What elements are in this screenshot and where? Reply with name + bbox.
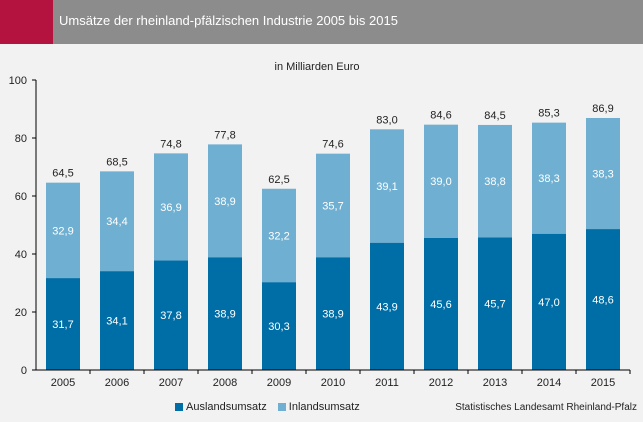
x-tick-label: 2009 xyxy=(267,377,291,389)
bar-inlandsumsatz xyxy=(424,124,458,238)
bar-auslandsumsatz xyxy=(46,278,80,370)
data-label-auslandsumsatz: 38,9 xyxy=(214,309,235,321)
data-label-total: 85,3 xyxy=(538,108,559,120)
chart-legend: Auslandsumsatz Inlandsumsatz xyxy=(175,401,368,414)
bar-inlandsumsatz xyxy=(154,153,188,261)
legend-item-inlandsumsatz: Inlandsumsatz xyxy=(277,401,360,413)
y-tick-label: 60 xyxy=(15,191,27,203)
data-label-total: 62,5 xyxy=(268,174,289,186)
data-label-auslandsumsatz: 43,9 xyxy=(376,301,397,313)
data-label-auslandsumsatz: 34,1 xyxy=(106,316,127,328)
source-note: Statistisches Landesamt Rheinland-Pfalz xyxy=(455,402,637,413)
data-label-inlandsumsatz: 32,9 xyxy=(52,225,73,237)
data-label-total: 68,5 xyxy=(106,156,127,168)
chart-subtitle: in Milliarden Euro xyxy=(275,61,360,73)
bar-auslandsumsatz xyxy=(262,282,296,370)
y-tick-label: 80 xyxy=(15,133,27,145)
legend-swatch-inlandsumsatz xyxy=(277,403,286,411)
y-tick-label: 0 xyxy=(21,365,27,377)
x-tick-label: 2014 xyxy=(537,377,561,389)
bar-auslandsumsatz xyxy=(100,271,134,370)
x-tick-label: 2010 xyxy=(321,377,345,389)
y-tick-label: 20 xyxy=(15,307,27,319)
bar-auslandsumsatz xyxy=(370,242,404,370)
bar-inlandsumsatz xyxy=(532,122,566,234)
data-label-inlandsumsatz: 35,7 xyxy=(322,200,343,212)
bar-auslandsumsatz xyxy=(316,257,350,370)
data-label-inlandsumsatz: 39,1 xyxy=(376,181,397,193)
bar-auslandsumsatz xyxy=(532,233,566,370)
y-tick-label: 40 xyxy=(15,249,27,261)
x-tick-label: 2006 xyxy=(105,377,129,389)
data-label-auslandsumsatz: 38,9 xyxy=(322,309,343,321)
data-label-total: 86,9 xyxy=(592,103,613,115)
data-label-auslandsumsatz: 30,3 xyxy=(268,321,289,333)
stacked-bar-chart: in Milliarden Euro 0 20 40 60 80 100 31,7 32,9 64… xyxy=(9,61,631,389)
data-label-inlandsumsatz: 36,9 xyxy=(160,202,181,214)
y-tick-label: 100 xyxy=(9,75,27,87)
data-label-inlandsumsatz: 34,4 xyxy=(106,216,127,228)
data-label-auslandsumsatz: 31,7 xyxy=(52,319,73,331)
data-label-total: 64,5 xyxy=(52,168,73,180)
bar-inlandsumsatz xyxy=(586,117,620,230)
x-tick-label: 2011 xyxy=(375,377,399,389)
header-accent-block xyxy=(0,0,53,44)
bar-auslandsumsatz xyxy=(478,237,512,370)
data-label-total: 74,6 xyxy=(322,139,343,151)
data-label-total: 84,5 xyxy=(484,110,505,122)
legend-swatch-auslandsumsatz xyxy=(175,403,183,411)
bar-auslandsumsatz xyxy=(154,260,188,370)
data-label-inlandsumsatz: 38,8 xyxy=(484,176,505,188)
bar-inlandsumsatz xyxy=(316,153,350,258)
bar-inlandsumsatz xyxy=(478,124,512,238)
data-label-total: 77,8 xyxy=(214,129,235,141)
data-label-inlandsumsatz: 38,3 xyxy=(592,169,613,181)
bar-auslandsumsatz xyxy=(208,257,242,370)
data-label-inlandsumsatz: 38,9 xyxy=(214,196,235,208)
bar-inlandsumsatz xyxy=(370,129,404,243)
bar-inlandsumsatz xyxy=(46,182,80,279)
data-label-total: 84,6 xyxy=(430,110,451,122)
data-label-auslandsumsatz: 48,6 xyxy=(592,295,613,307)
chart-title: Umsätze der rheinland-pfälzischen Indust… xyxy=(59,13,398,28)
x-tick-label: 2008 xyxy=(213,377,237,389)
data-label-auslandsumsatz: 45,6 xyxy=(430,299,451,311)
x-tick-label: 2015 xyxy=(591,377,615,389)
bar-inlandsumsatz xyxy=(100,171,134,272)
legend-item-auslandsumsatz: Auslandsumsatz xyxy=(175,401,267,413)
x-tick-label: 2005 xyxy=(51,377,75,389)
data-label-auslandsumsatz: 47,0 xyxy=(538,297,559,309)
data-label-auslandsumsatz: 45,7 xyxy=(484,299,505,311)
data-label-auslandsumsatz: 37,8 xyxy=(160,310,181,322)
x-tick-label: 2007 xyxy=(159,377,183,389)
data-label-total: 74,8 xyxy=(160,138,181,150)
data-label-total: 83,0 xyxy=(376,114,397,126)
legend-label-auslandsumsatz: Auslandsumsatz xyxy=(186,401,267,413)
data-label-inlandsumsatz: 32,2 xyxy=(268,230,289,242)
data-label-inlandsumsatz: 38,3 xyxy=(538,173,559,185)
x-tick-label: 2012 xyxy=(429,377,453,389)
chart-header: Umsätze der rheinland-pfälzischen Indust… xyxy=(0,0,643,44)
x-tick-label: 2013 xyxy=(483,377,507,389)
legend-label-inlandsumsatz: Inlandsumsatz xyxy=(288,401,360,413)
bar-inlandsumsatz xyxy=(262,188,296,283)
bar-auslandsumsatz xyxy=(424,237,458,370)
bar-auslandsumsatz xyxy=(586,229,620,370)
bar-inlandsumsatz xyxy=(208,144,242,258)
data-label-inlandsumsatz: 39,0 xyxy=(430,176,451,188)
